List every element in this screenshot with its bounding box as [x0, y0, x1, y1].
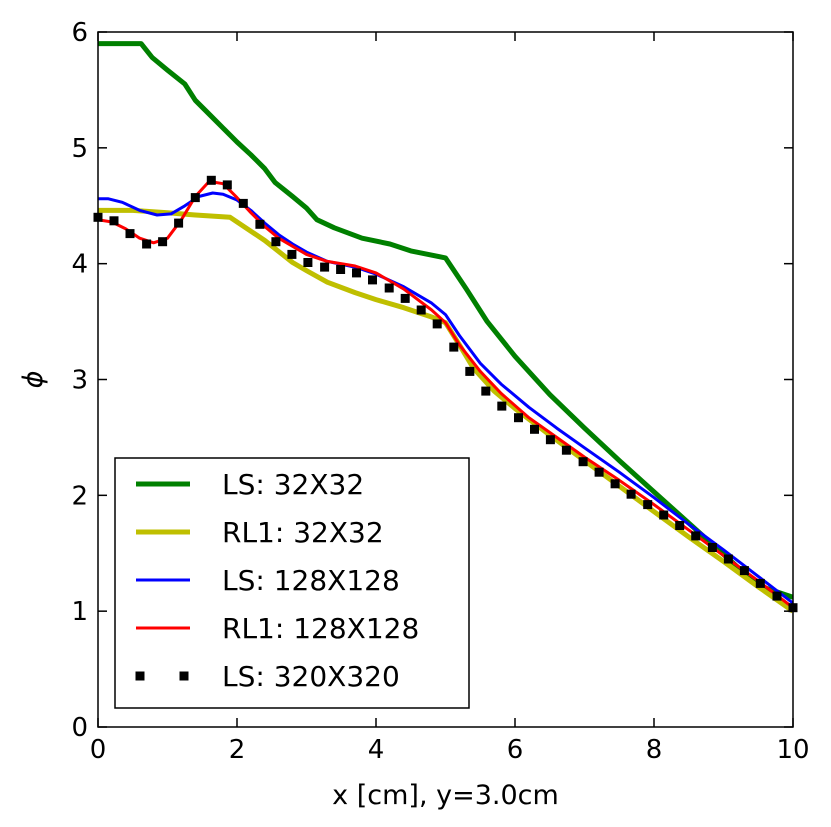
data-point	[514, 413, 523, 423]
legend-swatch-marker	[135, 671, 145, 681]
data-point	[271, 237, 281, 247]
x-tick-label: 6	[507, 735, 524, 765]
data-point	[465, 366, 475, 376]
legend-entry: LS: 32X32	[136, 468, 364, 501]
y-tick-label: 5	[71, 134, 88, 164]
data-point	[400, 293, 410, 303]
data-point	[190, 193, 200, 203]
y-tick-label: 4	[71, 250, 88, 280]
x-tick-label: 10	[776, 735, 809, 765]
data-point	[320, 262, 330, 272]
legend: LS: 32X32 RL1: 32X32 LS: 128X128 RL1: 128X1…	[114, 457, 470, 709]
y-tick-label: 6	[71, 18, 88, 48]
data-point	[336, 265, 346, 274]
data-point	[739, 566, 749, 576]
data-point	[707, 543, 717, 552]
y-tick-label: 3	[71, 366, 88, 396]
data-point	[530, 424, 539, 434]
legend-label: LS: 32X32	[222, 468, 364, 501]
y-axis-label: ϕ	[18, 371, 49, 389]
data-point	[626, 489, 636, 499]
data-point	[449, 342, 459, 352]
data-point	[643, 500, 653, 510]
legend-label: RL1: 128X128	[222, 612, 419, 645]
y-tick-label: 2	[71, 481, 88, 511]
data-point	[174, 218, 184, 228]
data-point	[772, 591, 782, 601]
data-point	[303, 258, 313, 267]
data-point	[691, 531, 701, 541]
x-tick-label: 8	[646, 735, 663, 765]
plot-area	[93, 41, 798, 614]
data-point	[238, 198, 248, 208]
legend-entry: LS: 320X320	[135, 660, 400, 693]
y-tick-label: 0	[71, 713, 88, 743]
data-point	[497, 401, 507, 411]
data-point	[610, 479, 620, 489]
data-point	[368, 275, 377, 285]
legend-entry: LS: 128X128	[136, 564, 400, 597]
x-tick-label: 0	[90, 735, 107, 765]
series-line-ls-32x32	[98, 41, 793, 600]
series-markers-ls-320x320	[93, 175, 798, 613]
data-point	[723, 554, 733, 564]
x-tick-label: 4	[368, 735, 385, 765]
data-point	[545, 435, 555, 445]
data-point	[594, 467, 604, 477]
data-point	[109, 216, 119, 226]
data-point	[352, 268, 361, 278]
data-point	[481, 386, 491, 396]
data-point	[755, 578, 765, 588]
data-point	[432, 319, 442, 329]
legend-label: LS: 128X128	[222, 564, 400, 597]
data-point	[384, 283, 394, 293]
y-tick-label: 1	[71, 597, 88, 627]
data-point	[222, 180, 232, 190]
data-point	[158, 237, 168, 247]
data-point	[675, 521, 685, 530]
data-point	[255, 219, 265, 229]
legend-entry: RL1: 32X32	[136, 516, 384, 549]
data-point	[416, 305, 426, 315]
legend-label: RL1: 32X32	[222, 516, 384, 549]
data-point	[206, 175, 216, 185]
data-point	[287, 249, 297, 259]
data-point	[659, 510, 669, 520]
x-axis-label: x [cm], y=3.0cm	[332, 780, 559, 811]
axis-ticks: 0 2 4 6 8 10 0 1 2 3 4 5 6	[71, 18, 809, 765]
legend-label: LS: 320X320	[222, 660, 400, 693]
legend-swatch-marker	[179, 671, 189, 681]
data-point	[578, 457, 588, 467]
data-point	[561, 445, 571, 455]
data-point	[125, 229, 135, 239]
x-tick-label: 2	[229, 735, 246, 765]
legend-box	[114, 457, 470, 709]
data-point	[142, 239, 152, 249]
legend-entry: RL1: 128X128	[136, 612, 419, 645]
